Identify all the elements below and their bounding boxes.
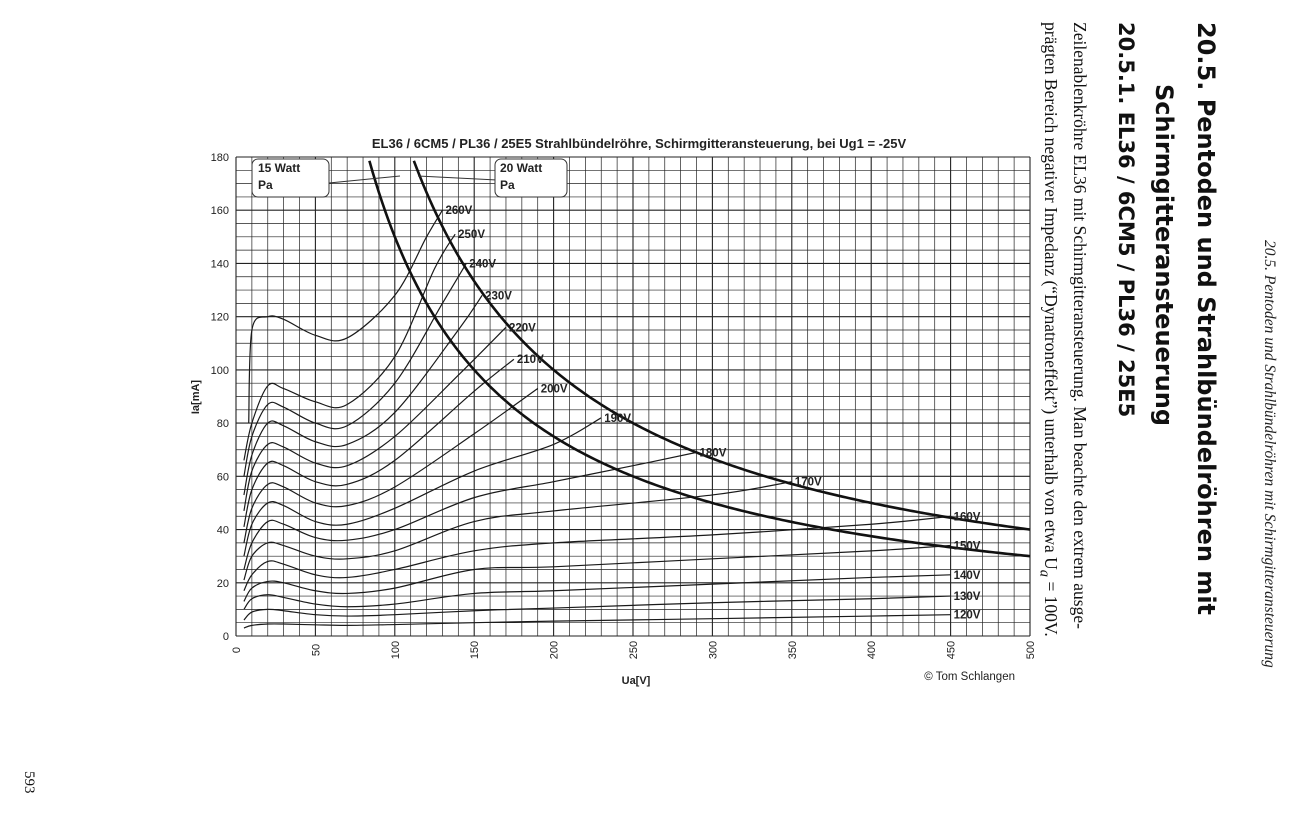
series-label: 130V xyxy=(954,591,981,603)
x-axis-label: Ua[V] xyxy=(622,675,651,687)
y-tick-label: 180 xyxy=(211,152,229,164)
y-tick-label: 100 xyxy=(211,365,229,377)
callout-15w-line2: Pa xyxy=(258,178,273,192)
x-tick-label: 400 xyxy=(866,641,878,659)
series-line xyxy=(243,388,539,543)
series-line xyxy=(243,263,467,477)
series-label: 230V xyxy=(485,290,512,302)
chart-title: EL36 / 6CM5 / PL36 / 25E5 Strahlbündelrö… xyxy=(372,136,907,151)
callout-20w-box xyxy=(494,158,568,198)
callout-20w-leader xyxy=(417,175,498,181)
x-tick-label: 450 xyxy=(946,641,958,659)
series-label: 180V xyxy=(700,447,727,459)
series-line xyxy=(243,574,951,610)
y-tick-label: 140 xyxy=(211,258,229,270)
y-tick-label: 0 xyxy=(223,631,229,643)
x-tick-label: 350 xyxy=(787,641,799,659)
callout-15w-box xyxy=(251,158,330,198)
series-line xyxy=(243,417,602,557)
x-tick-label: 200 xyxy=(549,641,561,659)
y-tick-label: 40 xyxy=(217,525,229,537)
series-label: 260V xyxy=(445,205,472,217)
series-line xyxy=(243,544,951,602)
series-line xyxy=(243,233,456,461)
y-tick-label: 120 xyxy=(211,312,229,324)
callout-20w-line1: 20 Watt xyxy=(500,161,542,175)
y-tick-label: 60 xyxy=(217,471,229,483)
series-label: 170V xyxy=(795,477,822,489)
series-line xyxy=(243,326,507,512)
power-limit-curve xyxy=(368,160,1031,558)
series-label: 140V xyxy=(954,570,981,582)
x-tick-label: 150 xyxy=(469,641,481,659)
series-label: 240V xyxy=(469,258,496,270)
series-labels: 120V 130V 140V 150V 160V 170V 180V 190V 200V 210V… xyxy=(445,205,980,621)
power-limit-curve xyxy=(412,160,1031,531)
series-group xyxy=(243,209,951,629)
series-label: 250V xyxy=(458,229,485,241)
series-label: 120V xyxy=(954,610,981,622)
y-tick-label: 20 xyxy=(217,578,229,590)
x-tick-label: 0 xyxy=(231,647,243,653)
x-tick-label: 100 xyxy=(390,641,402,659)
series-line xyxy=(248,209,443,424)
series-label: 160V xyxy=(954,511,981,523)
series-line xyxy=(243,614,951,629)
series-line xyxy=(243,515,951,592)
series-line xyxy=(243,595,951,621)
x-tick-label: 300 xyxy=(707,641,719,659)
y-tick-label: 80 xyxy=(217,418,229,430)
copyright: © Tom Schlangen xyxy=(924,671,1015,683)
series-label: 220V xyxy=(509,322,536,334)
callout-20w-line2: Pa xyxy=(500,178,515,192)
x-axis-ticks: 0 50 100 150 200 250 300 350 400 450 500 xyxy=(231,641,1037,659)
series-line xyxy=(243,358,515,528)
series-line xyxy=(243,481,792,581)
y-tick-label: 160 xyxy=(211,205,229,217)
series-line xyxy=(243,295,483,496)
x-tick-label: 500 xyxy=(1025,641,1037,659)
callout-15w-leader xyxy=(328,175,401,184)
series-label: 210V xyxy=(517,354,544,366)
series-label: 190V xyxy=(604,413,631,425)
y-axis-label: Ia[mA] xyxy=(190,380,202,415)
callout-15w-line1: 15 Watt xyxy=(258,161,300,175)
series-label: 200V xyxy=(541,384,568,396)
series-label: 150V xyxy=(954,541,981,553)
power-callouts: 15 Watt Pa 20 Watt Pa xyxy=(251,158,568,198)
chart-grid xyxy=(235,156,1031,637)
x-tick-label: 250 xyxy=(628,641,640,659)
power-limit-curves xyxy=(368,160,1031,558)
series-line xyxy=(243,451,697,570)
y-axis-ticks: 0 20 40 60 80 100 120 140 160 180 xyxy=(211,152,229,643)
x-tick-label: 50 xyxy=(310,644,322,656)
